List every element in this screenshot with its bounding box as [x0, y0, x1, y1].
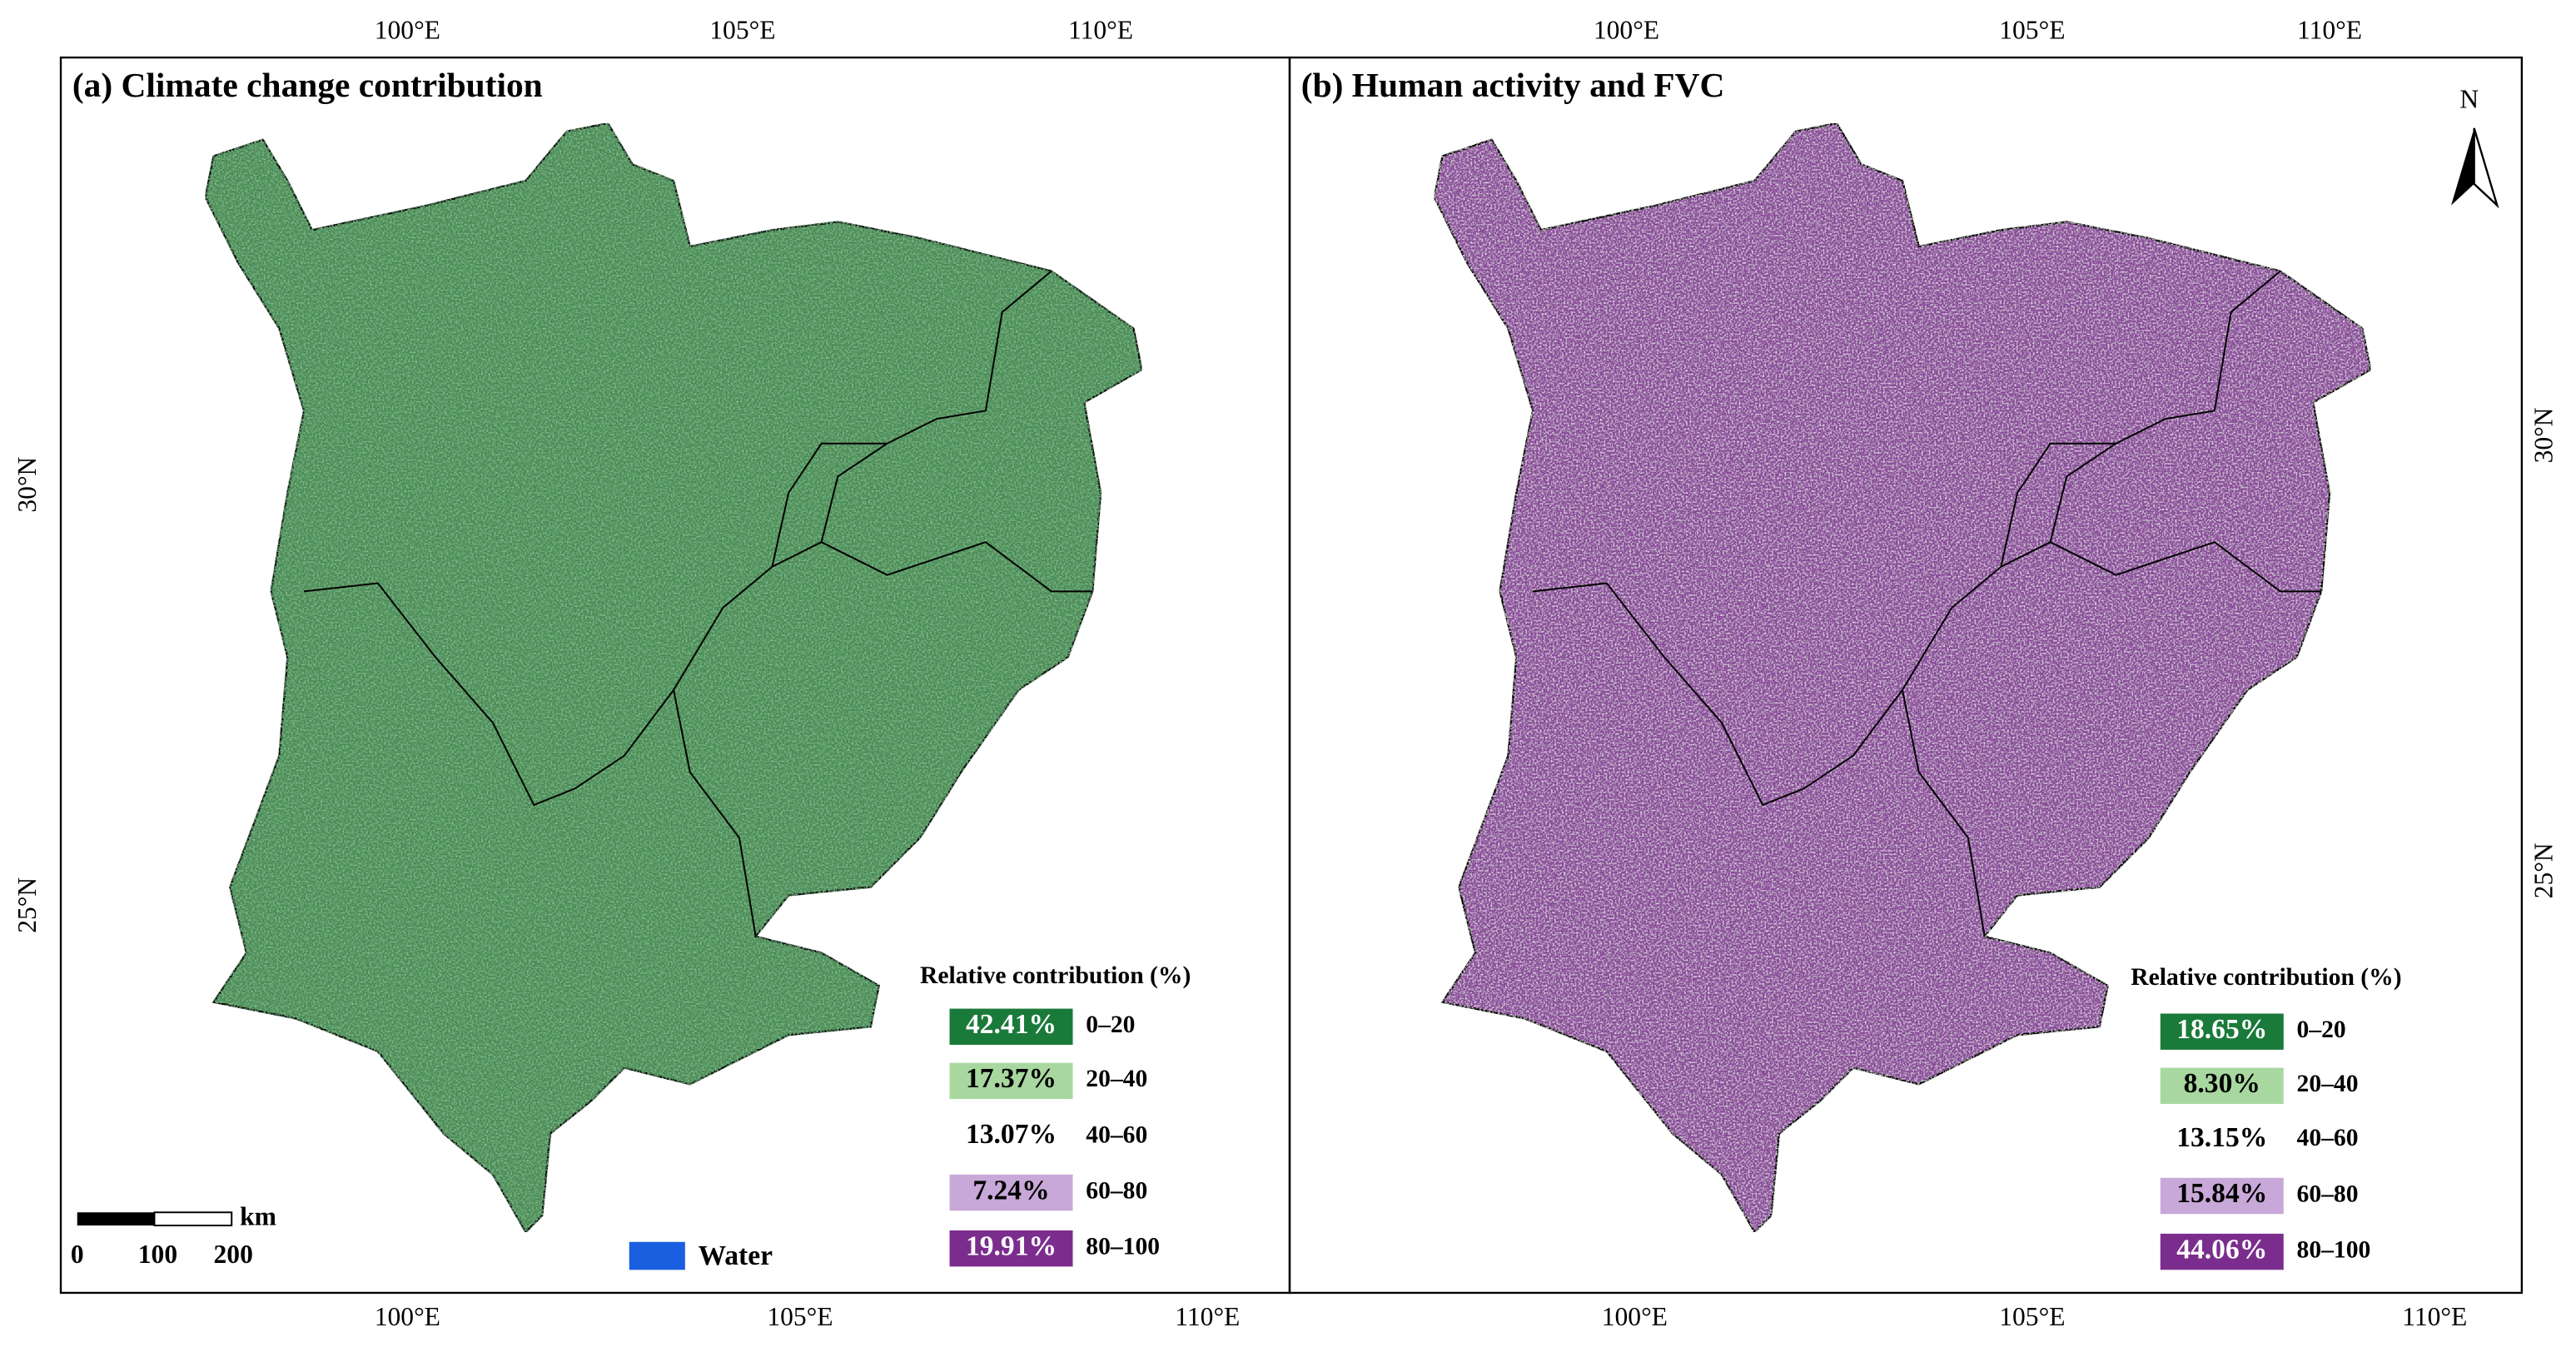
legend-range: 20–40: [1086, 1066, 1147, 1092]
legend-range: 60–80: [1086, 1177, 1147, 1204]
top-tick-label: 110°E: [1068, 16, 1133, 45]
water-label: Water: [699, 1240, 773, 1271]
legend-range: 20–40: [2297, 1071, 2359, 1097]
bottom-tick-label: 105°E: [1999, 1302, 2065, 1331]
side-tick-label: 25°N: [2529, 843, 2559, 898]
legend-range: 0–20: [1086, 1012, 1135, 1038]
legend-swatch: [949, 1008, 1073, 1045]
province-border: [673, 689, 757, 937]
legend-swatch: [2160, 1233, 2284, 1270]
scale-label: 0: [71, 1240, 84, 1269]
top-tick-label: 100°E: [1594, 16, 1659, 45]
panel-frame: [1288, 56, 2524, 1295]
top-tick-label: 105°E: [709, 16, 775, 45]
north-arrow: [2451, 127, 2499, 209]
region-map: [1433, 122, 2372, 1234]
bottom-tick-label: 105°E: [767, 1302, 833, 1331]
legend-percent: 42.41%: [966, 1009, 1057, 1040]
region-map: [204, 122, 1143, 1234]
province-border: [303, 541, 823, 807]
bottom-tick-label: 100°E: [375, 1302, 440, 1331]
legend-range: 0–20: [2297, 1016, 2346, 1043]
legend-title: Relative contribution (%): [920, 962, 1191, 989]
water-swatch: [629, 1241, 685, 1270]
legend-percent: 13.07%: [966, 1119, 1057, 1150]
legend-range: 80–100: [1086, 1233, 1160, 1260]
province-border: [771, 442, 888, 567]
legend-range: 40–60: [1086, 1121, 1147, 1148]
bottom-tick-label: 100°E: [1602, 1302, 1668, 1331]
legend-percent: 15.84%: [2176, 1178, 2267, 1209]
legend-percent: 7.24%: [972, 1175, 1049, 1205]
side-tick-label: 30°N: [12, 456, 42, 512]
legend-percent: 8.30%: [2184, 1068, 2260, 1099]
scale-unit: km: [240, 1201, 276, 1230]
province-border: [1532, 541, 2051, 807]
top-tick-label: 110°E: [2297, 16, 2362, 45]
side-tick-label: 30°N: [2529, 407, 2559, 463]
legend-percent: 19.91%: [966, 1230, 1057, 1261]
province-border: [2050, 541, 2322, 593]
bottom-tick-label: 110°E: [2402, 1302, 2467, 1331]
scale-bar: [77, 1211, 233, 1227]
legend-swatch: [949, 1230, 1073, 1267]
side-tick-label: 25°N: [12, 877, 42, 933]
bottom-tick-label: 110°E: [1175, 1302, 1240, 1331]
legend-percent: 13.15%: [2176, 1122, 2267, 1153]
legend-range: 40–60: [2297, 1125, 2359, 1151]
legend-swatch: [949, 1118, 1073, 1156]
legend-percent: 17.37%: [966, 1063, 1057, 1094]
panel-title: (b) Human activity and FVC: [1301, 66, 1725, 105]
top-tick-label: 105°E: [1999, 16, 2065, 45]
legend-range: 80–100: [2297, 1236, 2371, 1263]
legend-swatch: [2160, 1121, 2284, 1159]
legend-percent: 18.65%: [2176, 1014, 2267, 1045]
scale-label: 200: [214, 1240, 253, 1269]
legend-swatch: [2160, 1013, 2284, 1050]
province-border: [820, 270, 1052, 543]
legend-percent: 44.06%: [2176, 1234, 2267, 1265]
legend-swatch: [949, 1174, 1073, 1211]
legend-swatch: [2160, 1177, 2284, 1215]
province-border: [821, 541, 1093, 593]
panel-title: (a) Climate change contribution: [72, 66, 543, 105]
legend-swatch: [949, 1062, 1073, 1100]
legend-range: 60–80: [2297, 1181, 2359, 1207]
legend-title: Relative contribution (%): [2131, 964, 2401, 991]
scale-label: 100: [138, 1240, 177, 1269]
province-border: [2049, 270, 2281, 543]
province-border: [1902, 689, 1986, 937]
top-tick-label: 100°E: [375, 16, 440, 45]
north-label: N: [2459, 85, 2479, 114]
legend-swatch: [2160, 1067, 2284, 1105]
province-border: [2000, 442, 2116, 567]
